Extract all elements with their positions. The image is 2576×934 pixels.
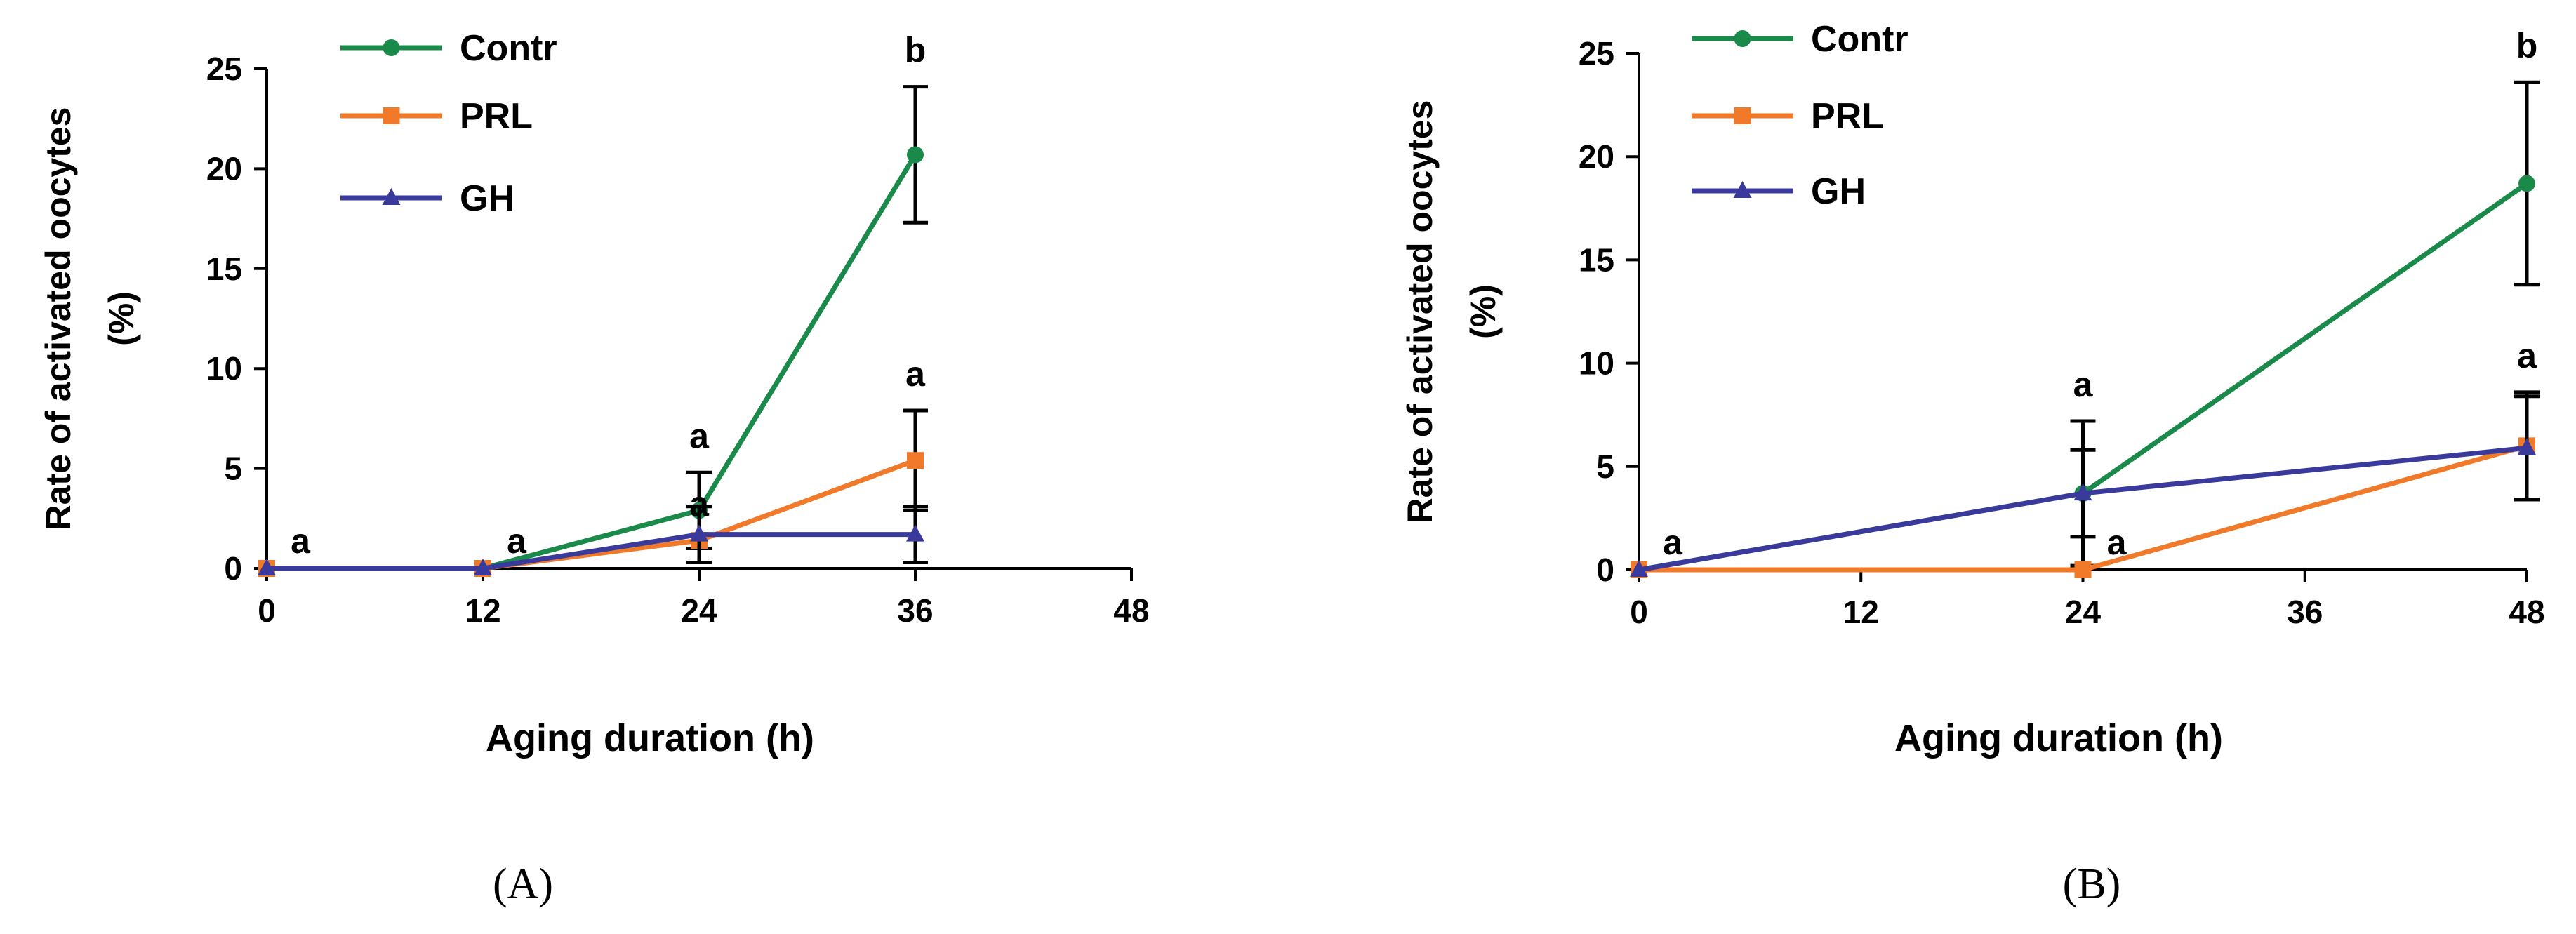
y-tick-label: 0: [1596, 552, 1614, 588]
x-axis-title: Aging duration (h): [486, 717, 814, 759]
data-point-prl: [907, 452, 924, 469]
series-contr: [1631, 80, 2540, 578]
y-tick-label: 10: [206, 350, 242, 387]
y-tick-label: 5: [1596, 448, 1614, 485]
panel-a: 0 5 10 15 20 25 0 12 24 36 48 Aging duration (h) Rat…: [39, 28, 1150, 908]
y-tick-label: 25: [1579, 35, 1614, 72]
panel-b: 0 5 10 15 20 25 0 12 24 36 48 Aging duration (h) Rat…: [1400, 19, 2545, 908]
data-point-gh: [2518, 438, 2536, 455]
data-point-contr: [2518, 175, 2535, 192]
legend-label: PRL: [460, 96, 533, 137]
legend-label: Contr: [460, 28, 557, 69]
significance-label: a: [2073, 365, 2094, 404]
data-point-prl: [2074, 561, 2092, 578]
legend-marker: [1734, 30, 1751, 47]
series-contr: [258, 85, 928, 577]
y-tick-label: 20: [206, 150, 242, 187]
y-tick-label: 10: [1579, 345, 1614, 382]
y-tick-label: 20: [1579, 138, 1614, 175]
x-tick-label: 24: [681, 592, 717, 629]
data-point-gh: [2073, 483, 2092, 501]
x-tick-label: 36: [897, 592, 933, 629]
significance-label: a: [689, 484, 710, 523]
data-point-gh: [258, 559, 276, 575]
y-axis-title: Rate of activated oocytes: [39, 107, 78, 531]
significance-label: a: [1663, 523, 1683, 562]
series-gh: [258, 505, 928, 575]
y-tick-label: 15: [1579, 241, 1614, 278]
legend-marker: [382, 188, 401, 205]
legend-label: GH: [1811, 171, 1866, 212]
legend-item-contr: Contr: [1692, 19, 1908, 60]
legend-item-prl: PRL: [1692, 96, 1884, 137]
legend-label: GH: [460, 178, 514, 219]
x-tick-label: 12: [465, 592, 500, 629]
legend-marker: [1733, 181, 1752, 198]
significance-label: a: [905, 354, 926, 394]
data-point-gh: [690, 524, 708, 542]
y-axis-title-unit: (%): [1463, 284, 1503, 339]
legend-item-gh: GH: [1692, 171, 1866, 212]
legend-label: Contr: [1811, 19, 1908, 60]
significance-label: b: [905, 31, 927, 70]
y-tick-label: 5: [224, 451, 242, 487]
legend-label: PRL: [1811, 96, 1884, 137]
legend-item-prl: PRL: [340, 96, 533, 137]
legend-item-contr: Contr: [340, 28, 557, 69]
significance-label: a: [291, 521, 311, 561]
x-axis-title: Aging duration (h): [1894, 717, 2223, 759]
x-tick-label: 0: [1630, 594, 1648, 630]
y-tick-label: 25: [206, 51, 242, 87]
data-point-contr: [907, 146, 924, 164]
legend-marker: [383, 107, 400, 124]
data-point-gh: [906, 524, 924, 542]
significance-label: a: [2107, 523, 2127, 562]
series-line-contr: [267, 153, 917, 571]
significance-label: a: [507, 521, 527, 561]
x-tick-label: 48: [2509, 594, 2544, 630]
panel-caption: (B): [2063, 860, 2121, 908]
x-tick-label: 0: [258, 592, 276, 629]
y-axis-title: Rate of activated oocytes: [1400, 100, 1440, 523]
y-tick-label: 0: [224, 550, 242, 587]
data-point-gh: [1630, 560, 1648, 577]
y-axis-title-unit: (%): [102, 291, 141, 346]
series-line-gh: [267, 532, 915, 571]
x-tick-label: 12: [1843, 594, 1879, 630]
x-tick-label: 24: [2065, 594, 2102, 630]
x-tick-label: 48: [1113, 592, 1149, 629]
series-gh: [1630, 394, 2540, 577]
significance-label: b: [2516, 26, 2538, 65]
panel-caption: (A): [493, 860, 553, 908]
y-tick-label: 15: [206, 251, 242, 287]
significance-label: a: [689, 416, 710, 455]
legend-marker: [1734, 107, 1751, 124]
significance-label: a: [2517, 336, 2537, 375]
x-tick-label: 36: [2287, 594, 2323, 630]
data-point-gh: [474, 559, 492, 575]
legend-item-gh: GH: [340, 178, 514, 219]
legend-marker: [383, 39, 400, 56]
